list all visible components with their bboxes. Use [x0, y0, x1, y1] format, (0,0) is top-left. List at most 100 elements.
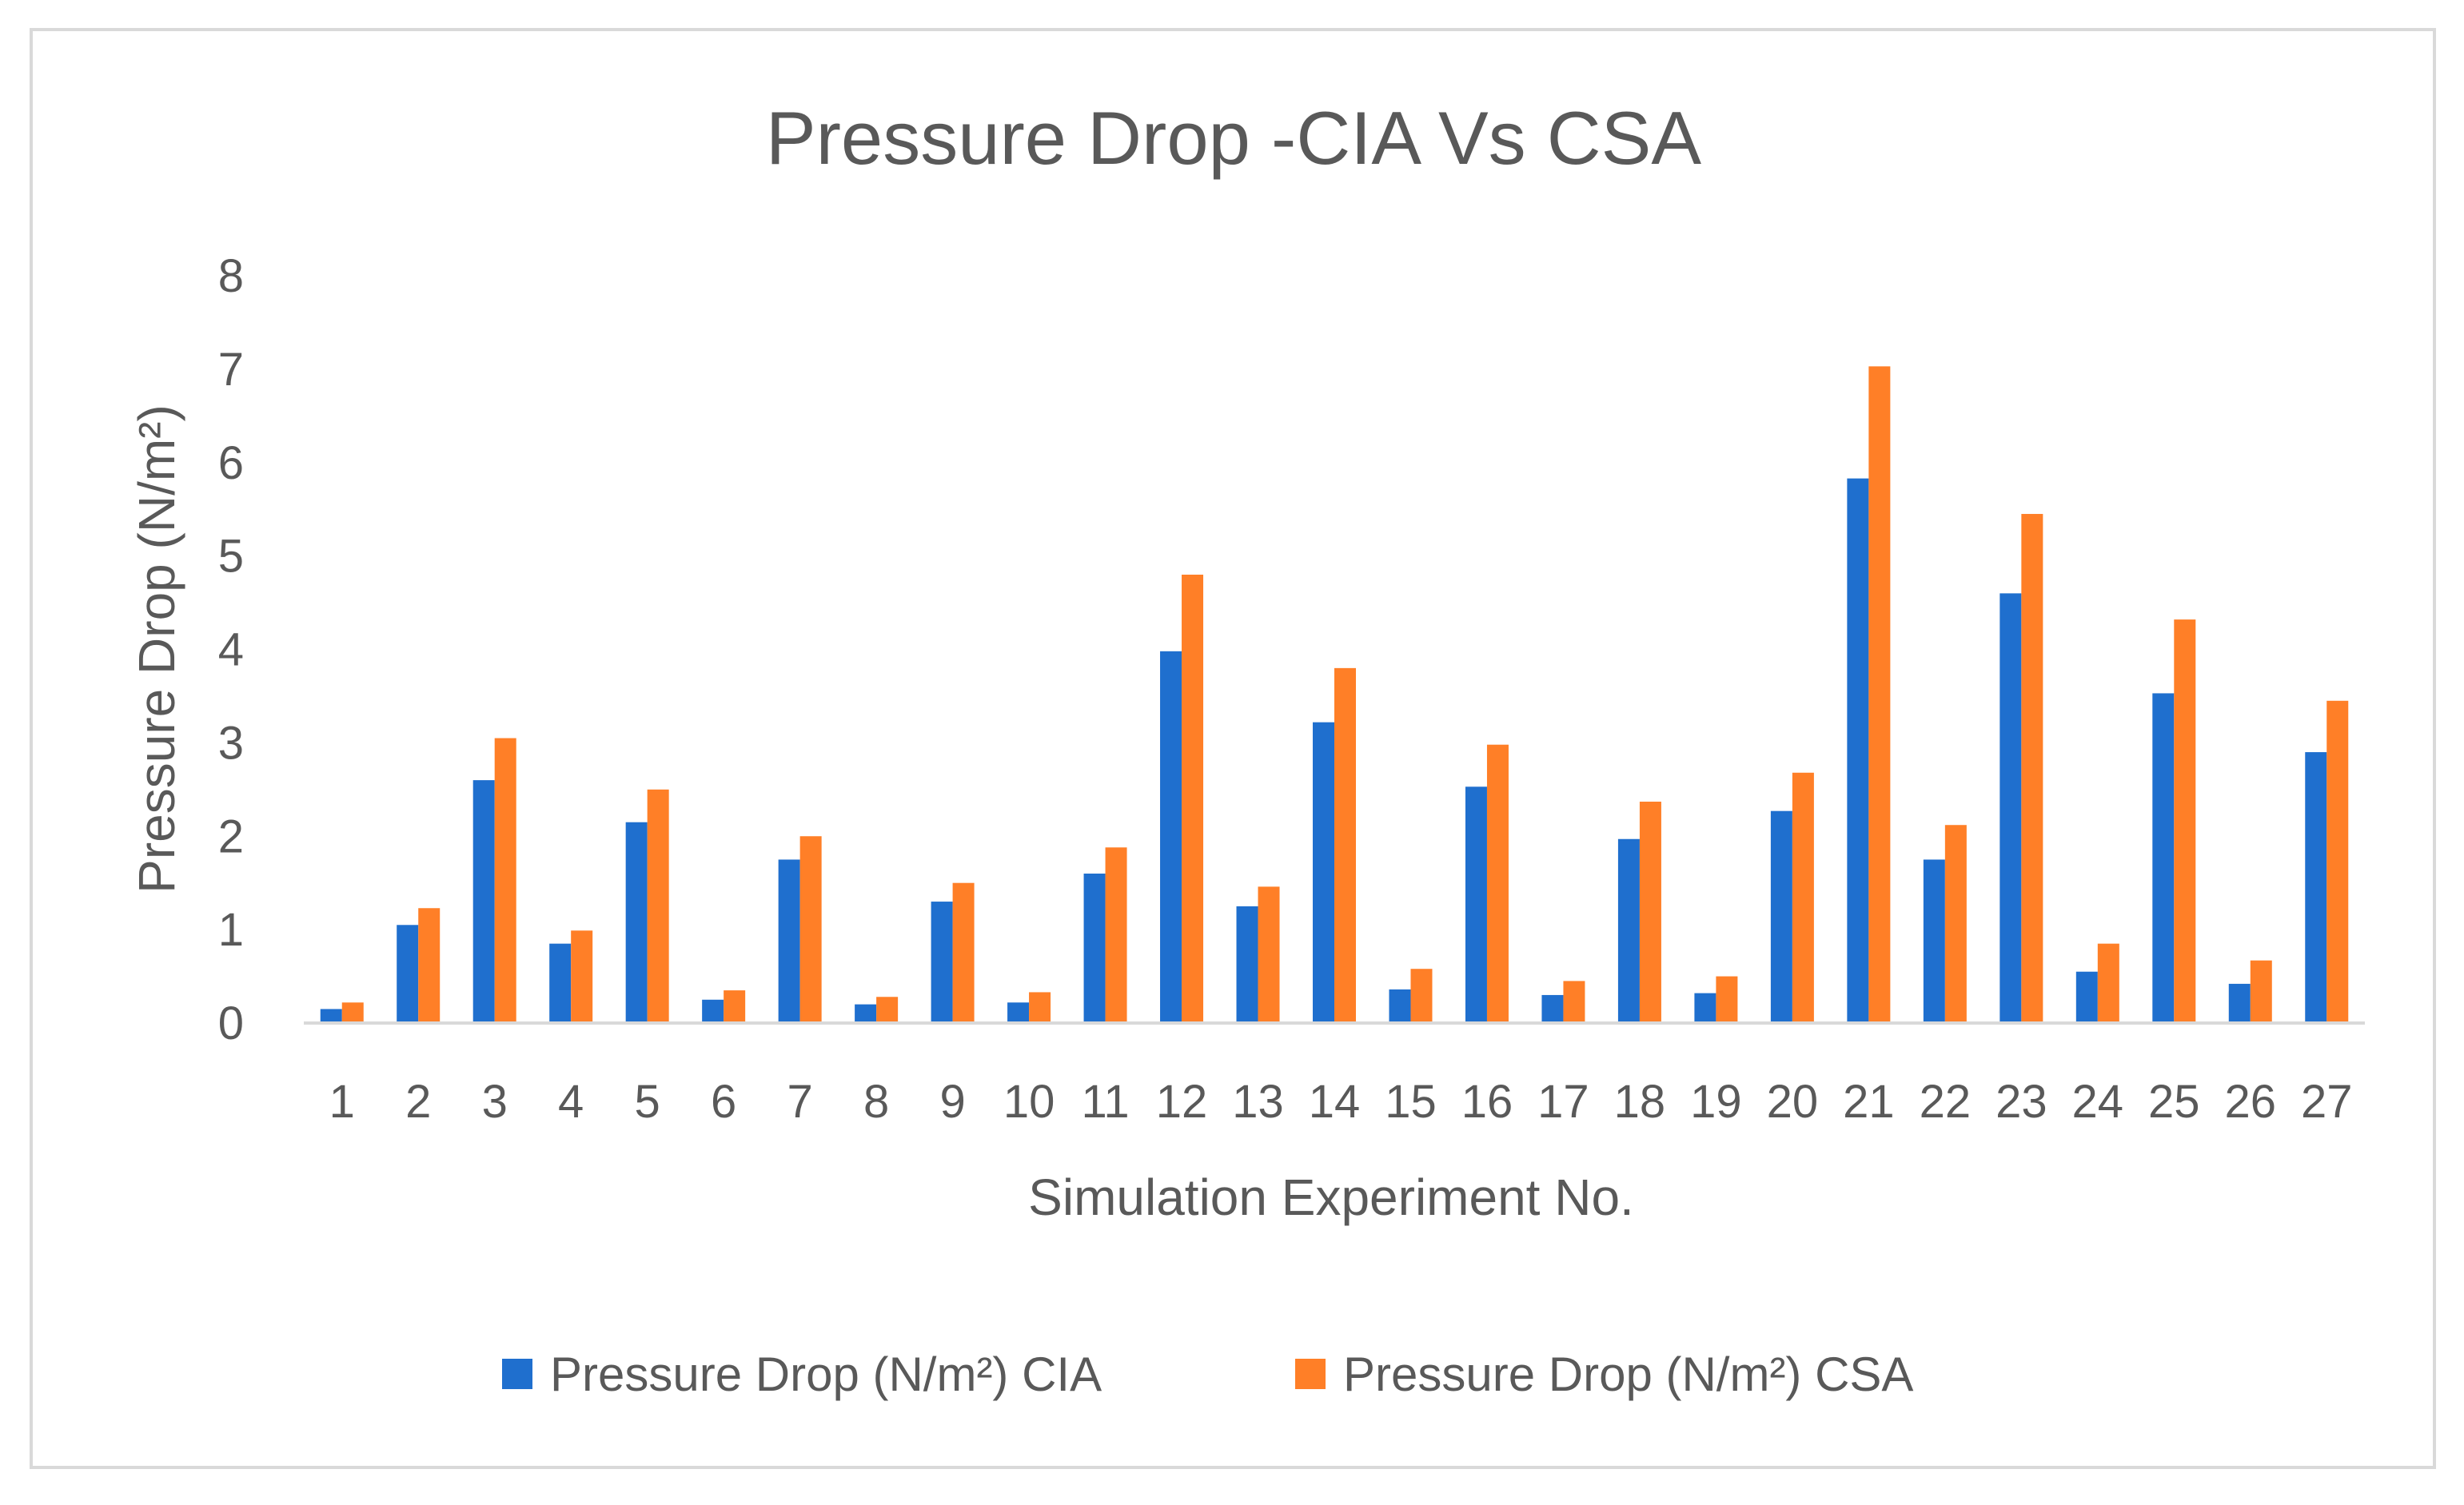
legend-swatch — [502, 1359, 532, 1389]
bar-csa — [1105, 847, 1127, 1023]
bar-csa — [799, 836, 822, 1023]
chart-title: Pressure Drop -CIA Vs CSA — [766, 96, 1701, 180]
y-axis-ticks: 0 1 2 3 4 5 6 7 8 — [218, 250, 244, 1049]
legend-label: Pressure Drop (N/m²) CSA — [1343, 1348, 1913, 1401]
bar-cia — [2305, 752, 2327, 1023]
bar-csa — [1563, 981, 1585, 1023]
x-tick-label: 16 — [1461, 1076, 1513, 1128]
bar-cia — [2075, 971, 2098, 1023]
x-tick-label: 14 — [1309, 1076, 1361, 1128]
bar-cia — [1617, 838, 1640, 1023]
y-tick-label: 6 — [218, 437, 244, 489]
bar-csa — [952, 882, 975, 1023]
bar-csa — [1944, 825, 1967, 1023]
bar-cia — [1465, 786, 1487, 1023]
bar-csa — [2250, 960, 2272, 1023]
bar-csa — [494, 738, 516, 1023]
bar-cia — [397, 925, 419, 1023]
x-tick-label: 20 — [1767, 1076, 1819, 1128]
x-tick-label: 9 — [939, 1076, 965, 1128]
bar-csa — [571, 930, 593, 1023]
bar-cia — [1389, 989, 1411, 1023]
bar-cia — [1313, 722, 1334, 1023]
x-tick-label: 23 — [1996, 1076, 2047, 1128]
x-tick-label: 27 — [2301, 1076, 2353, 1128]
bar-cia — [1007, 1002, 1030, 1023]
bar-csa — [1792, 772, 1814, 1023]
x-tick-label: 19 — [1690, 1076, 1742, 1128]
x-tick-label: 12 — [1156, 1076, 1208, 1128]
bar-csa — [2097, 943, 2119, 1023]
x-tick-label: 13 — [1232, 1076, 1284, 1128]
bars-group — [320, 366, 2349, 1023]
x-tick-label: 17 — [1537, 1076, 1589, 1128]
legend-label: Pressure Drop (N/m²) CIA — [550, 1348, 1102, 1401]
bar-csa — [1486, 744, 1509, 1023]
y-tick-label: 5 — [218, 531, 244, 583]
bar-cia — [1923, 859, 1945, 1023]
bar-csa — [1639, 802, 1661, 1023]
bar-cia — [2000, 593, 2022, 1023]
x-axis-ticks: 1 2 3 4 5 6 7 8 9 10 11 12 13 14 15 16 17 18 19 20 21 22 23 24 2… — [329, 1076, 2353, 1128]
x-tick-label: 22 — [1920, 1076, 1972, 1128]
y-axis-title: Pressure Drop (N/m²) — [128, 404, 185, 894]
x-tick-label: 5 — [635, 1076, 660, 1128]
x-tick-label: 2 — [405, 1076, 431, 1128]
x-tick-label: 8 — [863, 1076, 889, 1128]
bar-csa — [1029, 992, 1051, 1023]
bar-csa — [1716, 976, 1738, 1023]
bar-cia — [2152, 693, 2175, 1023]
bar-csa — [1334, 667, 1356, 1023]
bar-csa — [341, 1002, 364, 1023]
legend: Pressure Drop (N/m²) CIA Pressure Drop (N… — [502, 1348, 1913, 1401]
x-tick-label: 3 — [482, 1076, 508, 1128]
bar-cia — [625, 822, 648, 1023]
bar-csa — [1258, 886, 1280, 1023]
bar-cia — [2228, 983, 2251, 1023]
bar-cia — [1160, 651, 1182, 1023]
bar-csa — [2174, 619, 2196, 1023]
bar-cia — [1236, 906, 1258, 1023]
bar-cia — [855, 1004, 877, 1023]
x-tick-label: 21 — [1843, 1076, 1895, 1128]
x-tick-label: 1 — [329, 1076, 355, 1128]
bar-csa — [1410, 969, 1433, 1023]
x-axis-title: Simulation Experiment No. — [1028, 1169, 1634, 1226]
bar-cia — [472, 780, 495, 1023]
bar-cia — [1694, 993, 1716, 1023]
x-tick-label: 11 — [1081, 1076, 1129, 1128]
y-tick-label: 7 — [218, 344, 244, 396]
y-tick-label: 0 — [218, 997, 244, 1049]
x-tick-label: 10 — [1003, 1076, 1055, 1128]
y-tick-label: 2 — [218, 810, 244, 862]
bar-cia — [320, 1009, 342, 1023]
bar-cia — [778, 859, 800, 1023]
x-tick-label: 25 — [2148, 1076, 2200, 1128]
bar-cia — [1083, 874, 1106, 1023]
bar-csa — [1182, 575, 1204, 1023]
bar-csa — [2326, 700, 2349, 1023]
legend-swatch — [1295, 1359, 1326, 1389]
x-tick-label: 24 — [2072, 1076, 2124, 1128]
bar-csa — [1868, 366, 1891, 1023]
bar-cia — [1847, 478, 1869, 1023]
y-tick-label: 8 — [218, 250, 244, 302]
y-tick-label: 3 — [218, 717, 244, 769]
y-tick-label: 4 — [218, 624, 244, 676]
x-tick-label: 4 — [558, 1076, 584, 1128]
x-tick-label: 15 — [1385, 1076, 1437, 1128]
x-tick-label: 26 — [2225, 1076, 2277, 1128]
bar-csa — [2021, 514, 2043, 1023]
bar-csa — [418, 908, 441, 1023]
x-tick-label: 18 — [1614, 1076, 1666, 1128]
y-tick-label: 1 — [218, 904, 244, 956]
bar-cia — [549, 943, 572, 1023]
bar-cia — [931, 902, 953, 1023]
bar-csa — [647, 789, 669, 1023]
bar-cia — [1541, 994, 1564, 1023]
bar-csa — [724, 990, 746, 1023]
x-tick-label: 6 — [711, 1076, 736, 1128]
bar-cia — [702, 999, 724, 1023]
x-tick-label: 7 — [787, 1076, 812, 1128]
